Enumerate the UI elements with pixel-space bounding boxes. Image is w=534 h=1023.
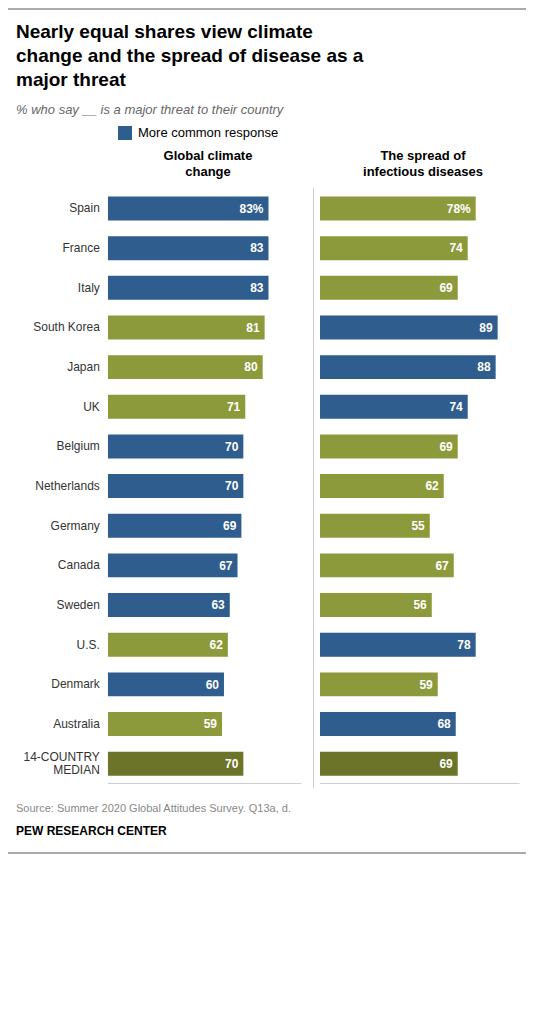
svg-text:80: 80 <box>244 360 258 374</box>
html-text:More common response: More common response <box>138 125 279 140</box>
html-text:PEW RESEARCH CENTER: PEW RESEARCH CENTER <box>16 824 167 838</box>
svg-text:South Korea: South Korea <box>33 320 100 334</box>
svg-text:74: 74 <box>450 400 464 414</box>
svg-text:Belgium: Belgium <box>57 439 100 453</box>
svg-text:83%: 83% <box>240 202 264 216</box>
svg-text:U.S.: U.S. <box>77 638 100 652</box>
svg-text:Sweden: Sweden <box>57 598 100 612</box>
svg-text:70: 70 <box>225 479 239 493</box>
svg-text:78: 78 <box>458 638 472 652</box>
html-text:% who say __ is a major threat: % who say __ is a major threat to their … <box>16 102 284 117</box>
html-text:Global climate: Global climate <box>163 148 253 163</box>
svg-text:68: 68 <box>438 717 452 731</box>
html-text:The spread of: The spread of <box>380 148 466 163</box>
svg-text:59: 59 <box>420 678 434 692</box>
svg-text:88: 88 <box>478 360 492 374</box>
html-text:change: change <box>185 164 231 179</box>
svg-text:78%: 78% <box>447 202 471 216</box>
svg-text:69: 69 <box>223 519 237 533</box>
svg-text:70: 70 <box>225 757 239 771</box>
svg-text:70: 70 <box>225 440 239 454</box>
svg-text:Australia: Australia <box>53 717 100 731</box>
svg-text:14-COUNTRYMEDIAN: 14-COUNTRYMEDIAN <box>24 750 100 777</box>
svg-text:63: 63 <box>211 598 225 612</box>
svg-text:83: 83 <box>250 281 264 295</box>
svg-text:71: 71 <box>227 400 241 414</box>
html-text:infectious diseases: infectious diseases <box>363 164 483 179</box>
svg-text:81: 81 <box>246 321 260 335</box>
svg-text:Netherlands: Netherlands <box>35 479 100 493</box>
svg-text:62: 62 <box>426 479 440 493</box>
svg-text:Germany: Germany <box>51 519 100 533</box>
svg-text:Canada: Canada <box>58 558 100 572</box>
svg-text:Denmark: Denmark <box>51 677 100 691</box>
svg-text:69: 69 <box>440 757 454 771</box>
html-text:Source: Summer 2020 Global Att: Source: Summer 2020 Global Attitudes Sur… <box>16 802 291 814</box>
svg-text:59: 59 <box>204 717 218 731</box>
svg-text:56: 56 <box>414 598 428 612</box>
svg-text:60: 60 <box>206 678 220 692</box>
svg-text:67: 67 <box>436 559 450 573</box>
svg-text:89: 89 <box>480 321 494 335</box>
svg-text:69: 69 <box>440 281 454 295</box>
html-text:major threat: major threat <box>16 69 126 90</box>
svg-text:62: 62 <box>210 638 224 652</box>
html-text:change and the spread of disea: change and the spread of disease as a <box>16 45 364 66</box>
svg-text:France: France <box>63 241 101 255</box>
svg-text:55: 55 <box>412 519 426 533</box>
svg-text:67: 67 <box>219 559 233 573</box>
svg-text:74: 74 <box>450 241 464 255</box>
svg-text:Spain: Spain <box>69 201 100 215</box>
svg-text:Japan: Japan <box>67 360 100 374</box>
svg-text:Italy: Italy <box>78 281 100 295</box>
svg-text:83: 83 <box>250 241 264 255</box>
html-text:Nearly equal shares view clima: Nearly equal shares view climate <box>16 21 313 42</box>
svg-text:UK: UK <box>83 400 100 414</box>
svg-text:69: 69 <box>440 440 454 454</box>
